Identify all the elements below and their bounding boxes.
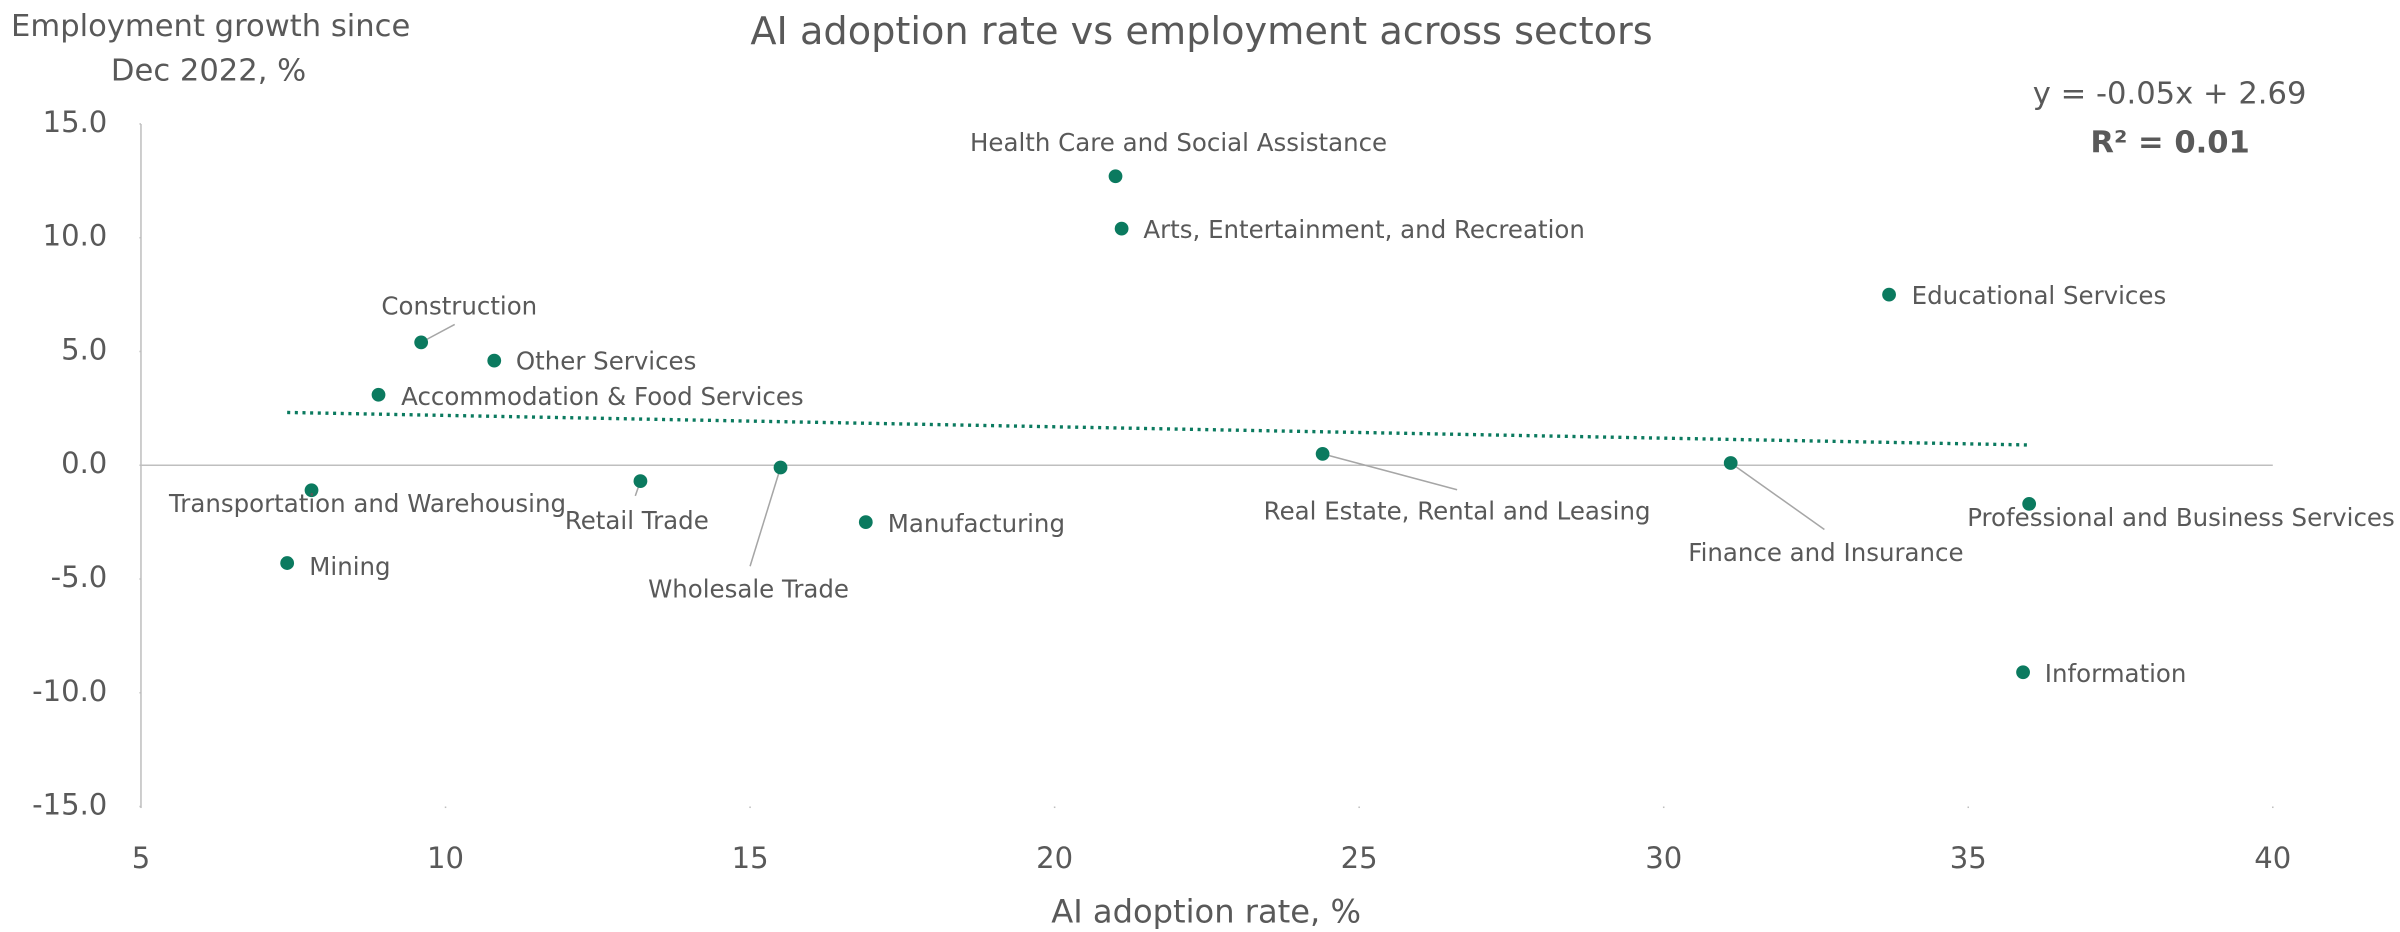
point <box>1315 446 1330 461</box>
y-axis-title: Employment growth since <box>11 9 410 44</box>
x-tick-label: 15 <box>732 841 769 875</box>
point <box>414 335 429 350</box>
y-tick-label: 15.0 <box>43 105 108 139</box>
trendline <box>287 410 2030 447</box>
point-label: Health Care and Social Assistance <box>970 128 1387 157</box>
point-label: Finance and Insurance <box>1688 538 1963 567</box>
point <box>1108 169 1123 184</box>
point <box>487 353 502 368</box>
point <box>1882 287 1896 302</box>
point <box>2016 665 2030 680</box>
point <box>280 556 295 570</box>
point-label: Retail Trade <box>565 506 709 535</box>
y-axis-title: Dec 2022, % <box>111 53 306 88</box>
point-label: Real Estate, Rental and Leasing <box>1264 497 1651 526</box>
point <box>1114 221 1129 236</box>
point <box>633 474 648 489</box>
y-tick-label: -5.0 <box>51 560 108 594</box>
point <box>371 387 386 402</box>
x-tick-label: 30 <box>1645 841 1682 875</box>
x-tick-label: 25 <box>1341 841 1378 875</box>
leader-line <box>749 467 782 567</box>
y-tick-label: 5.0 <box>61 332 107 366</box>
r-squared: R² = 0.01 <box>2090 125 2249 160</box>
y-tick-label: -15.0 <box>32 788 107 822</box>
point <box>858 515 873 530</box>
x-tick-label: 10 <box>427 841 464 875</box>
chart-title: AI adoption rate vs employment across se… <box>750 9 1652 54</box>
x-tick-label: 40 <box>2254 841 2291 875</box>
point-label: Wholesale Trade <box>648 575 849 604</box>
point-label: Accommodation & Food Services <box>401 382 803 411</box>
y-tick-label: 10.0 <box>43 219 108 253</box>
x-tick-label: 35 <box>1950 841 1987 875</box>
point <box>1723 456 1738 470</box>
point <box>304 483 319 498</box>
x-tick-label: 20 <box>1036 841 1073 875</box>
leader-line <box>1730 462 1825 531</box>
x-axis-title: AI adoption rate, % <box>1051 893 1361 931</box>
y-tick-label: -10.0 <box>32 674 107 708</box>
point <box>2022 497 2037 511</box>
trend-equation: y = -0.05x + 2.69 <box>2033 76 2307 111</box>
point-label: Arts, Entertainment, and Recreation <box>1143 215 1584 244</box>
point-label: Educational Services <box>1912 281 2167 310</box>
point-label: Information <box>2045 659 2187 688</box>
point-label: Transportation and Warehousing <box>168 489 566 518</box>
y-tick-label: 0.0 <box>61 446 107 480</box>
point <box>773 460 788 475</box>
leader-line <box>1322 453 1458 491</box>
point-label: Professional and Business Services <box>1967 503 2395 532</box>
point-label: Other Services <box>516 347 696 376</box>
point-label: Construction <box>381 292 537 321</box>
point-label: Manufacturing <box>888 509 1065 538</box>
x-tick-label: 5 <box>132 841 151 875</box>
point-label: Mining <box>309 552 390 581</box>
